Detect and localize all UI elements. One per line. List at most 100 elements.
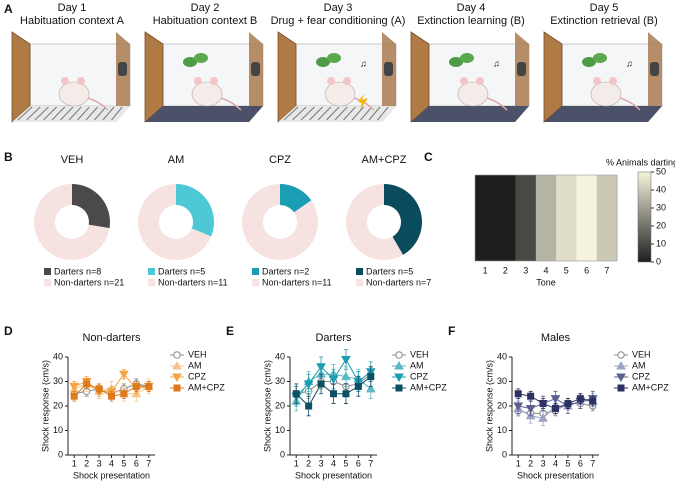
x-tick-label: 7 <box>146 458 151 468</box>
floor-bar <box>60 106 74 121</box>
marker <box>525 404 536 414</box>
floor-bar <box>334 106 348 121</box>
legend-label: AM+CPZ <box>410 382 447 392</box>
legend-label: Darters n=5 <box>366 266 413 276</box>
legend-label: VEH <box>632 349 651 359</box>
legend-swatch <box>252 268 259 275</box>
chart-title: Males <box>541 332 571 344</box>
legend-swatch <box>148 268 155 275</box>
mouse-tail <box>486 97 508 111</box>
x-tick-label: 7 <box>604 265 609 275</box>
floor-bar <box>68 106 82 121</box>
box-floor <box>145 106 263 122</box>
y-tick-label: 20 <box>497 400 507 410</box>
y-tick-label: 0 <box>58 449 63 459</box>
x-tick-label: 4 <box>543 265 548 275</box>
heat-cell <box>596 175 618 261</box>
mouse-body <box>191 81 223 107</box>
legend-label: CPZ <box>188 371 207 381</box>
floor-bar <box>34 106 49 121</box>
shock <box>358 94 368 110</box>
marker <box>145 382 153 390</box>
pie-slice <box>138 184 212 260</box>
marker <box>316 363 326 372</box>
heat-cell <box>475 175 496 261</box>
floor-bar <box>377 106 389 121</box>
x-tick-label: 4 <box>331 458 336 468</box>
marker <box>576 395 584 403</box>
floor-bar <box>309 106 323 121</box>
floor-bar <box>85 106 98 121</box>
x-tick-label: 2 <box>306 458 311 468</box>
mouse-body <box>590 81 622 107</box>
leaf <box>183 57 197 67</box>
day-label: Day 5 <box>590 2 619 14</box>
marker <box>119 370 129 380</box>
marker <box>513 402 524 412</box>
mouse-body <box>58 81 90 107</box>
mouse-tail <box>353 97 375 111</box>
floor-bar <box>343 106 356 121</box>
legend-label: Non-darters n=11 <box>158 277 228 287</box>
x-axis-label: Shock presentation <box>73 470 150 480</box>
x-tick-label: 5 <box>565 458 570 468</box>
legend-label: Non-darters n=11 <box>262 277 332 287</box>
x-axis-label: Shock presentation <box>295 470 372 480</box>
marker <box>550 395 561 404</box>
x-tick-label: 6 <box>584 265 589 275</box>
floor-bar <box>351 106 364 121</box>
legend-swatch <box>252 279 259 286</box>
heat-cell <box>495 175 516 261</box>
x-tick-label: 6 <box>134 458 139 468</box>
legend-swatch <box>356 268 363 275</box>
chart-title: Darters <box>315 332 352 344</box>
box-right-wall <box>116 32 130 122</box>
box-floor <box>278 106 396 122</box>
speaker <box>384 62 393 76</box>
marker <box>342 390 350 398</box>
colorbar <box>637 171 652 263</box>
marker <box>317 380 325 388</box>
floor-bar <box>77 106 90 121</box>
day-label: Day 2 <box>191 2 220 14</box>
floor-bar <box>43 106 57 121</box>
y-axis-label: Shock response (cm/s) <box>484 360 494 452</box>
mouse-ear <box>609 77 617 85</box>
legend-label: AM <box>188 360 202 370</box>
mouse-tail <box>220 97 242 111</box>
tone-note: ♫ <box>626 58 633 68</box>
y-tick-label: 30 <box>497 376 507 386</box>
legend-marker <box>395 384 403 392</box>
x-tick-label: 3 <box>319 458 324 468</box>
marker <box>132 382 140 390</box>
colorbar-tick-label: 0 <box>656 256 661 266</box>
legend-label: Non-darters n=7 <box>366 277 431 287</box>
leaf <box>593 53 607 63</box>
legend-marker <box>617 351 625 359</box>
mouse-body <box>457 81 489 107</box>
floor-bar <box>283 106 299 121</box>
day-label: Day 4 <box>457 2 486 14</box>
day-context: Habituation context B <box>153 15 258 27</box>
legend-marker <box>616 360 626 370</box>
legend-label: Darters n=8 <box>54 266 101 276</box>
y-tick-label: 30 <box>275 376 285 386</box>
colorbar-tick-label: 50 <box>656 166 666 176</box>
legend-swatch <box>44 268 51 275</box>
legend-label: Darters n=5 <box>158 266 205 276</box>
x-tick-label: 1 <box>294 458 299 468</box>
speaker <box>118 62 127 76</box>
legend-label: Darters n=2 <box>262 266 309 276</box>
mouse-ear <box>343 77 351 85</box>
x-tick-label: 3 <box>541 458 546 468</box>
floor-bar <box>111 106 123 121</box>
day-label: Day 3 <box>324 2 353 14</box>
legend-swatch <box>356 279 363 286</box>
speaker <box>517 62 526 76</box>
heat-cell <box>515 175 537 261</box>
x-tick-label: 2 <box>528 458 533 468</box>
heatmap-frame <box>474 174 618 262</box>
x-tick-label: 1 <box>516 458 521 468</box>
floor-bar <box>326 106 340 121</box>
